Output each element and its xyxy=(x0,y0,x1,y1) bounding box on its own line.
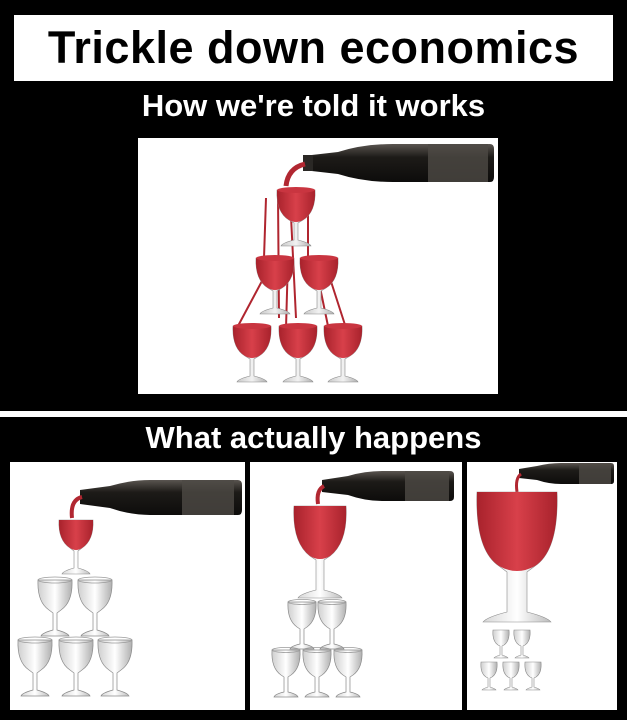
wine-pyramid-image xyxy=(232,144,494,383)
bottle-icon xyxy=(322,471,454,501)
section-divider xyxy=(0,411,627,417)
section-heading-actual: What actually happens xyxy=(145,420,482,455)
credit-watermark: LEFT WING UK xyxy=(540,701,611,711)
top-glass-full xyxy=(476,491,558,623)
wine-panel-1-image xyxy=(17,480,242,697)
panel-medium-top-glass xyxy=(250,462,462,710)
panel-large-top-glass xyxy=(467,462,617,710)
bottle-icon xyxy=(303,144,494,182)
wine-panel-2-image xyxy=(271,471,454,698)
panel-small-top-glass xyxy=(10,462,245,710)
bottle-icon xyxy=(80,480,242,515)
page-title: Trickle down economics xyxy=(47,22,580,73)
pyramid-illustration-told xyxy=(138,138,498,394)
wine-panel-3-image xyxy=(476,463,614,691)
section-heading-told: How we're told it works xyxy=(141,88,486,123)
bottle-icon xyxy=(519,463,614,484)
top-glass-full xyxy=(58,519,94,575)
top-glass-full xyxy=(293,505,347,599)
title-banner: Trickle down economics xyxy=(14,15,613,81)
